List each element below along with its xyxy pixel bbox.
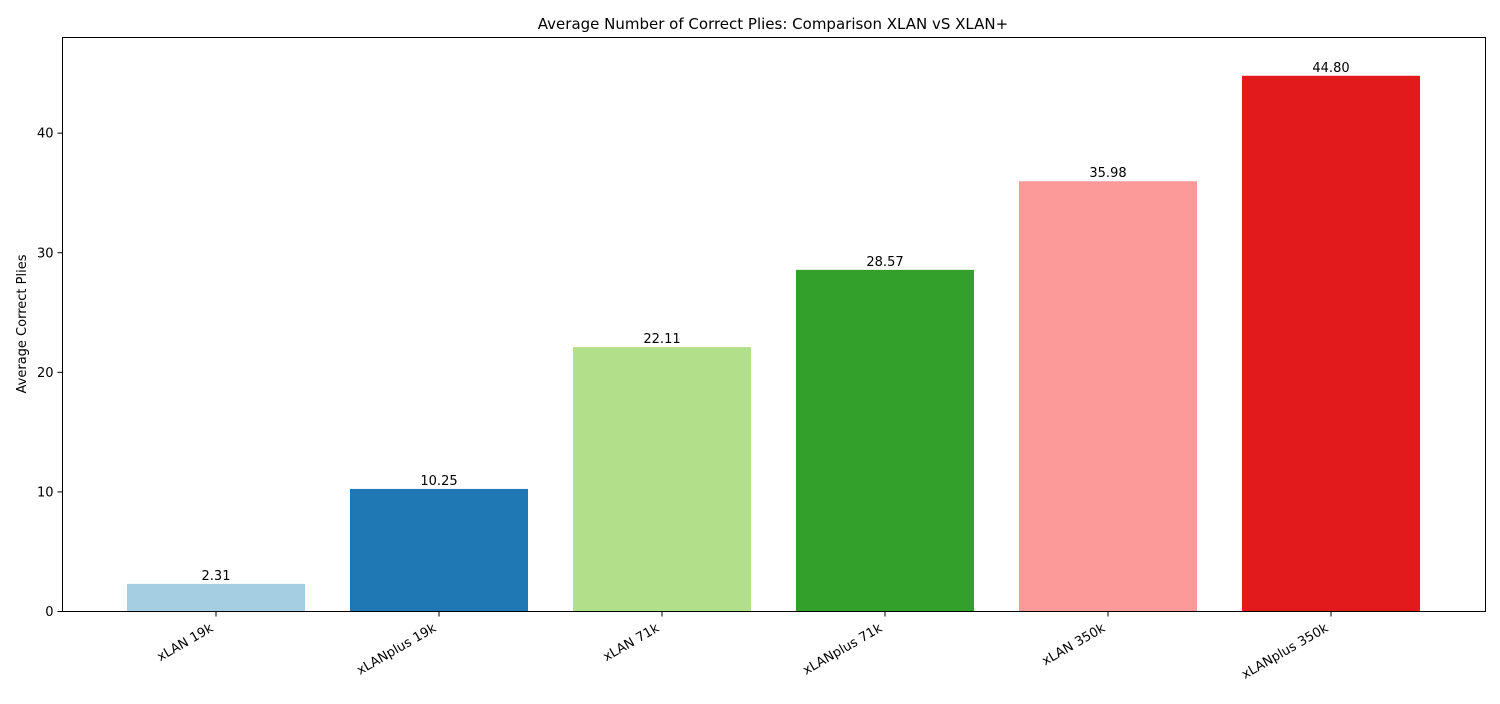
x-tick-label-3: xLANplus 71k <box>800 621 885 679</box>
bar-1 <box>350 488 528 612</box>
bar-4 <box>1019 181 1197 612</box>
x-tick-label-1: xLANplus 19k <box>354 621 439 679</box>
y-tick-label-3: 30 <box>37 246 54 261</box>
x-tick-label-2: xLAN 71k <box>601 621 663 665</box>
bar-value-label-0: 2.31 <box>202 569 231 584</box>
y-tick-label-1: 10 <box>37 485 54 500</box>
x-tick-label-5: xLANplus 350k <box>1239 621 1331 683</box>
chart-title: Average Number of Correct Plies: Compari… <box>538 15 1008 33</box>
y-tick-label-0: 0 <box>45 605 53 620</box>
bar-value-label-4: 35.98 <box>1089 166 1126 181</box>
bar-2 <box>573 347 751 612</box>
bar-value-label-1: 10.25 <box>420 474 457 489</box>
bar-5 <box>1242 75 1420 612</box>
bars-layer <box>127 75 1420 612</box>
x-axis-ticks: xLAN 19k xLANplus 19k xLAN 71k xLANplus 71k… <box>155 611 1332 683</box>
x-tick-label-0: xLAN 19k <box>155 621 217 665</box>
bar-3 <box>796 269 974 612</box>
y-tick-label-2: 20 <box>37 366 54 381</box>
bar-0 <box>127 583 305 612</box>
bar-value-label-2: 22.11 <box>643 332 680 347</box>
y-axis-label: Average Correct Plies <box>15 254 30 393</box>
bar-value-labels: 2.31 10.25 22.11 28.57 35.98 44.80 <box>202 61 1350 584</box>
bar-value-label-3: 28.57 <box>866 255 903 270</box>
bar-value-label-5: 44.80 <box>1312 61 1349 76</box>
x-tick-label-4: xLAN 350k <box>1040 621 1109 669</box>
y-axis-ticks: 0 10 20 30 40 <box>37 127 63 620</box>
y-tick-label-4: 40 <box>37 127 54 142</box>
plot-area-frame <box>62 37 1486 612</box>
